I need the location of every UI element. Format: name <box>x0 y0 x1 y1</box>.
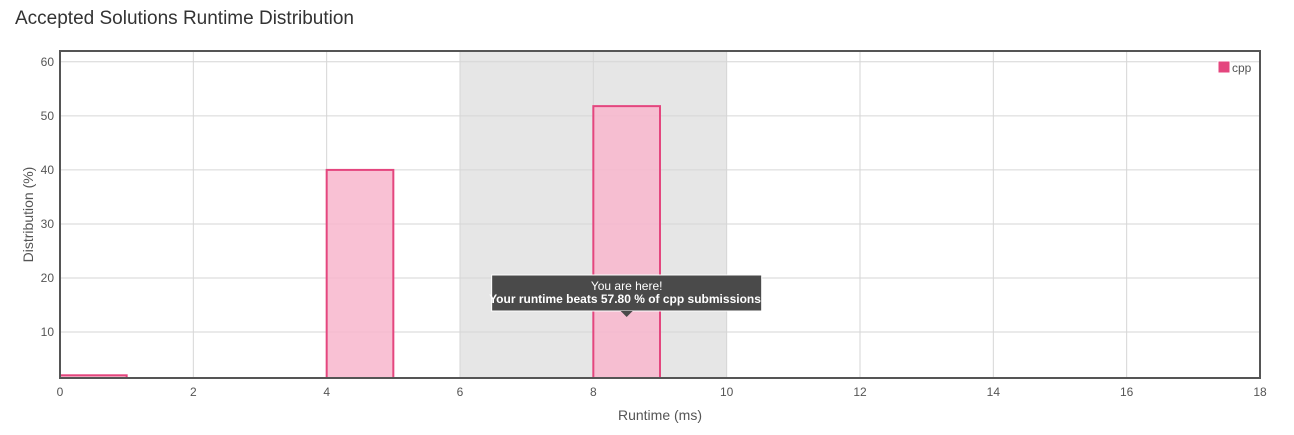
tooltip-arrow <box>620 311 633 317</box>
y-tick-label: 10 <box>41 325 55 339</box>
y-tick-label: 30 <box>41 217 55 231</box>
tooltip-line-1: You are here! <box>591 279 663 293</box>
page-title: Accepted Solutions Runtime Distribution <box>15 8 355 29</box>
y-tick-label: 60 <box>41 55 55 69</box>
x-tick-label: 18 <box>1253 385 1267 399</box>
legend-label: cpp <box>1232 61 1252 75</box>
x-tick-label: 16 <box>1120 385 1134 399</box>
x-tick-label: 8 <box>590 385 597 399</box>
legend-swatch <box>1217 60 1231 74</box>
tooltip-line-2: Your runtime beats 57.80 % of cpp submis… <box>489 292 764 306</box>
x-tick-label: 6 <box>457 385 464 399</box>
plot-frame <box>59 50 1261 379</box>
y-tick-label: 50 <box>41 109 55 123</box>
bar-cpp[interactable] <box>592 105 661 379</box>
x-tick-label: 0 <box>57 385 64 399</box>
x-tick-label: 14 <box>987 385 1001 399</box>
y-tick-label: 40 <box>41 163 55 177</box>
x-tick-label: 2 <box>190 385 197 399</box>
x-tick-label: 4 <box>323 385 330 399</box>
y-axis-title: Distribution (%) <box>20 167 36 263</box>
bar-cpp[interactable] <box>325 168 395 379</box>
x-axis-title: Runtime (ms) <box>618 407 702 423</box>
x-tick-label: 10 <box>720 385 734 399</box>
x-tick-label: 12 <box>853 385 867 399</box>
y-tick-label: 20 <box>41 271 55 285</box>
